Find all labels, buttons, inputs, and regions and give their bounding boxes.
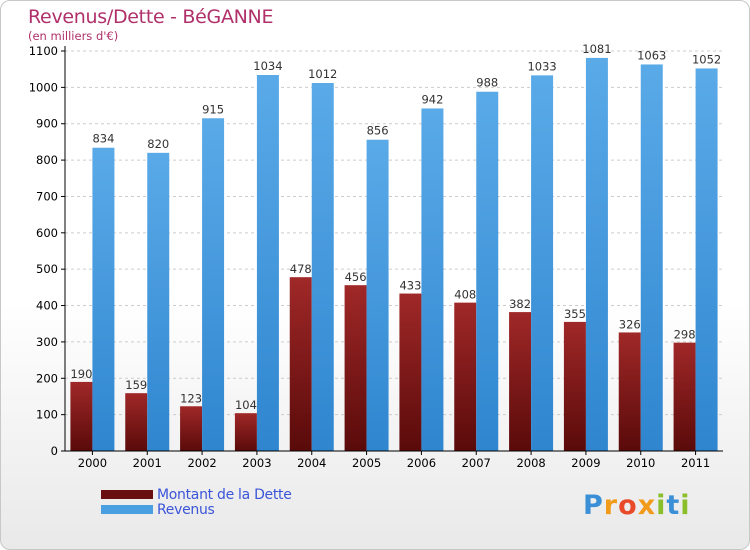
label-revenue-2003: 1034	[253, 59, 282, 73]
bar-debt-2002	[180, 406, 203, 451]
bar-debt-2001	[125, 393, 148, 451]
label-debt-2011: 298	[674, 328, 696, 342]
x-tick-label-2003: 2003	[242, 456, 271, 470]
legend-label-revenue: Revenus	[157, 501, 215, 518]
label-revenue-2010: 1063	[637, 48, 666, 62]
label-debt-2009: 355	[564, 307, 586, 321]
label-revenue-2000: 834	[92, 132, 114, 146]
proxiti-logo: Proxiti	[583, 490, 691, 521]
x-tick-label-2009: 2009	[571, 456, 600, 470]
bar-revenue-2007	[476, 91, 499, 452]
x-tick-label-2011: 2011	[681, 456, 710, 470]
label-debt-2002: 123	[180, 391, 202, 405]
logo-letter: i	[680, 490, 691, 521]
y-tick-label-700: 700	[36, 189, 58, 203]
legend-item-revenue: Revenus	[101, 501, 292, 518]
bar-debt-2005	[344, 285, 367, 451]
bars	[70, 57, 718, 452]
bar-revenue-2009	[585, 57, 608, 452]
label-revenue-2006: 942	[421, 92, 443, 106]
bar-revenue-2006	[421, 108, 444, 452]
label-revenue-2001: 820	[147, 137, 169, 151]
label-debt-2003: 104	[235, 398, 257, 412]
legend: Montant de la Dette Revenus	[101, 486, 292, 518]
bar-debt-2007	[454, 302, 477, 451]
bar-revenue-2011	[695, 68, 718, 452]
grid-lines	[65, 50, 723, 416]
legend-swatch-debt	[101, 490, 153, 499]
label-debt-2008: 382	[509, 297, 531, 311]
label-debt-2001: 159	[125, 378, 147, 392]
label-debt-2005: 456	[345, 270, 367, 284]
label-revenue-2002: 915	[202, 102, 224, 116]
label-debt-2007: 408	[454, 288, 476, 302]
label-debt-2006: 433	[399, 279, 421, 293]
bar-debt-2011	[673, 342, 696, 451]
bar-debt-2000	[70, 381, 93, 451]
label-debt-2000: 190	[70, 367, 92, 381]
label-debt-2004: 478	[290, 262, 312, 276]
logo-letter: i	[656, 490, 667, 521]
y-tick-label-0: 0	[51, 444, 58, 458]
bar-revenue-2001	[147, 152, 170, 451]
bar-revenue-2008	[531, 75, 554, 451]
logo-letter: t	[666, 490, 681, 521]
bar-revenue-2003	[256, 75, 279, 451]
x-tick-label-2006: 2006	[407, 456, 436, 470]
bar-debt-2010	[618, 332, 641, 451]
label-revenue-2009: 1081	[582, 42, 611, 56]
bar-debt-2003	[234, 413, 257, 451]
x-tick-label-2008: 2008	[516, 456, 545, 470]
bar-revenue-2010	[640, 64, 663, 452]
x-tick-label-2005: 2005	[352, 456, 381, 470]
bar-debt-2008	[509, 312, 532, 451]
bar-revenue-2002	[202, 118, 225, 451]
logo-letter: r	[603, 490, 619, 521]
y-tick-label-1000: 1000	[29, 80, 58, 94]
legend-label-debt: Montant de la Dette	[157, 486, 292, 503]
logo-letter: P	[583, 490, 604, 521]
bar-debt-2006	[399, 293, 422, 451]
label-revenue-2008: 1033	[527, 59, 556, 73]
label-revenue-2011: 1052	[692, 52, 721, 66]
bar-revenue-2005	[366, 139, 389, 451]
bar-revenue-2000	[92, 147, 115, 451]
label-debt-2010: 326	[619, 317, 641, 331]
x-tick-label-2000: 2000	[78, 456, 107, 470]
bar-debt-2004	[289, 277, 312, 451]
y-tick-label-900: 900	[36, 117, 58, 131]
label-revenue-2005: 856	[367, 124, 389, 138]
logo-letter: o	[618, 490, 638, 521]
bar-revenue-2004	[311, 83, 334, 451]
data-labels: 190 834 159 820 123 915 104 1034 478 1012 456 856 43…	[70, 42, 721, 412]
x-tick-label-2010: 2010	[626, 456, 655, 470]
y-tick-label-1100: 1100	[29, 44, 58, 58]
y-tick-label-600: 600	[36, 226, 58, 240]
y-tick-label-400: 400	[36, 299, 58, 313]
logo-letter: x	[637, 490, 657, 521]
y-tick-label-200: 200	[36, 371, 58, 385]
y-tick-label-800: 800	[36, 153, 58, 167]
chart-title: Revenus/Dette - BéGANNE	[28, 6, 274, 28]
axes: 0 100 200 300 400 500 600 700 800 900 1000 1100 2000…	[29, 44, 723, 470]
x-tick-label-2004: 2004	[297, 456, 326, 470]
x-tick-label-2007: 2007	[462, 456, 491, 470]
bar-debt-2009	[563, 321, 586, 451]
y-tick-label-300: 300	[36, 335, 58, 349]
label-revenue-2007: 988	[476, 76, 498, 90]
y-tick-label-100: 100	[36, 408, 58, 422]
x-tick-label-2001: 2001	[133, 456, 162, 470]
x-tick-label-2002: 2002	[187, 456, 216, 470]
legend-item-debt: Montant de la Dette	[101, 486, 292, 503]
label-revenue-2004: 1012	[308, 67, 337, 81]
legend-swatch-revenue	[101, 505, 153, 514]
y-tick-label-500: 500	[36, 262, 58, 276]
chart-subtitle: (en milliers d'€)	[28, 29, 119, 43]
